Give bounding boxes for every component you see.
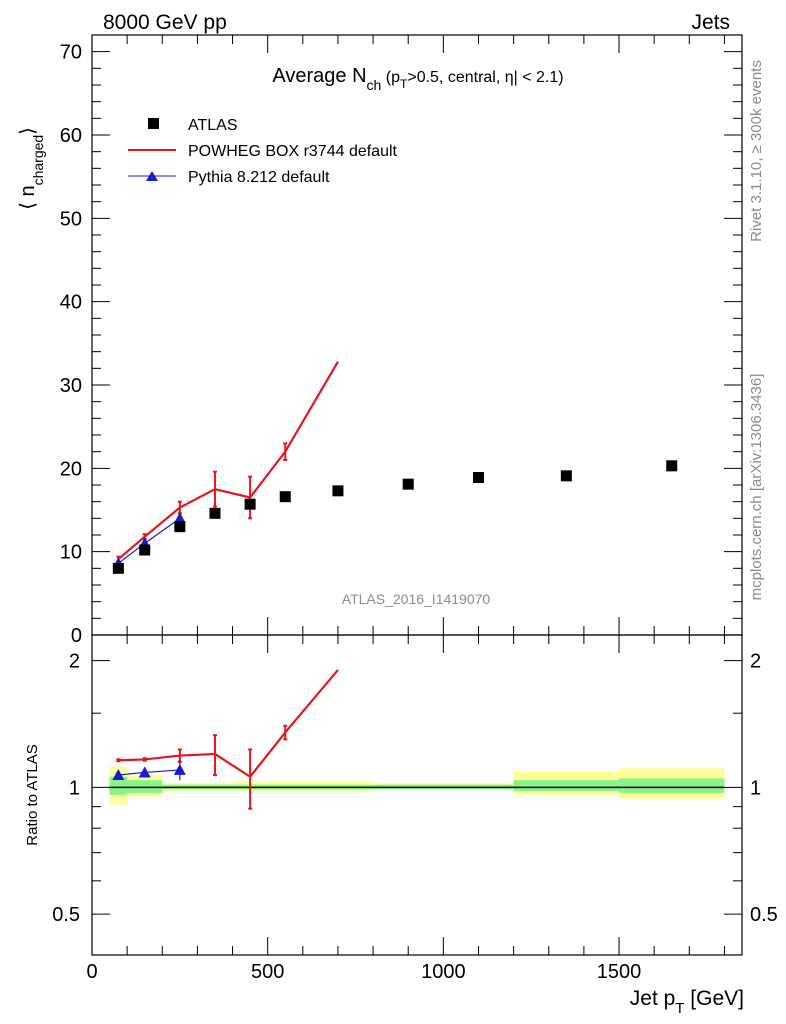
ratio-band-inner bbox=[619, 778, 725, 793]
ratio-y-tick-label-left: 1 bbox=[69, 777, 80, 799]
ratio-band-inner bbox=[109, 776, 128, 795]
main-y-axis-label: ⟨ ncharged⟩ bbox=[17, 127, 46, 210]
ratio-pythia-marker bbox=[138, 766, 151, 778]
powheg-line bbox=[117, 361, 339, 561]
main-y-tick-label: 50 bbox=[60, 208, 82, 230]
mcplots-label: mcplots.cern.ch [arXiv:1306.3436] bbox=[748, 374, 765, 601]
header-right: Jets bbox=[691, 11, 730, 34]
legend-atlas-label: ATLAS bbox=[188, 117, 238, 134]
legend-pythia-label: Pythia 8.212 default bbox=[188, 169, 330, 186]
atlas-data-point bbox=[666, 460, 678, 472]
main-axes: 0 10 20 30 40 50 60 70 bbox=[60, 35, 742, 647]
atlas-data-point bbox=[209, 507, 221, 519]
ratio-y-tick-label-right: 2 bbox=[750, 651, 761, 673]
ratio-powheg-line bbox=[118, 669, 339, 779]
ratio-y-axis-label: Ratio to ATLAS bbox=[24, 744, 41, 845]
atlas-data-point bbox=[332, 485, 344, 497]
main-y-tick-label: 10 bbox=[60, 542, 82, 564]
main-title: Average Nch (pT>0.5, central, η| < 2.1) bbox=[272, 65, 563, 93]
x-tick-label: 500 bbox=[251, 961, 284, 983]
atlas-data-point bbox=[472, 472, 484, 483]
ratio-plot-marks bbox=[112, 669, 339, 810]
legend-pythia-marker bbox=[146, 171, 158, 181]
ratio-axes: 0.5 0.5 1 1 2 2 0 500 1000 1500 bbox=[52, 635, 778, 983]
atlas-data-point bbox=[112, 562, 124, 574]
x-tick-label: 0 bbox=[86, 961, 97, 983]
ratio-plot-frame bbox=[91, 634, 743, 956]
ratio-band-inner bbox=[127, 780, 163, 793]
ratio-pythia-marker bbox=[173, 763, 186, 775]
main-y-tick-label: 70 bbox=[60, 42, 82, 64]
main-y-tick-label: 40 bbox=[60, 292, 82, 314]
atlas-data-point bbox=[402, 478, 414, 490]
main-y-tick-label: 60 bbox=[60, 125, 82, 147]
atlas-data-point bbox=[139, 544, 151, 556]
ratio-y-tick-label-left: 0.5 bbox=[52, 904, 80, 926]
x-tick-label: 1000 bbox=[421, 961, 466, 983]
header-left: 8000 GeV pp bbox=[103, 11, 227, 34]
ratio-pythia-line bbox=[118, 769, 180, 776]
legend-atlas-marker bbox=[148, 118, 159, 129]
ratio-band-inner bbox=[513, 780, 620, 792]
ratio-y-tick-label-left: 2 bbox=[69, 651, 80, 673]
main-y-tick-label: 0 bbox=[71, 625, 82, 647]
ratio-y-tick-label-right: 0.5 bbox=[750, 904, 778, 926]
ratio-uncertainty-bands bbox=[109, 766, 725, 805]
main-y-tick-label: 30 bbox=[60, 375, 82, 397]
atlas-data-point bbox=[244, 498, 256, 510]
x-tick-label: 1500 bbox=[597, 961, 642, 983]
main-plot-marks bbox=[112, 361, 678, 574]
pythia-marker bbox=[173, 512, 186, 524]
analysis-watermark: ATLAS_2016_I1419070 bbox=[342, 591, 491, 607]
legend: ATLAS POWHEG BOX r3744 default Pythia 8.… bbox=[128, 117, 398, 186]
pythia-line bbox=[117, 517, 181, 564]
ratio-pythia-marker bbox=[112, 768, 125, 780]
atlas-data-point bbox=[279, 491, 291, 503]
legend-powheg-label: POWHEG BOX r3744 default bbox=[188, 143, 398, 160]
main-y-tick-label: 20 bbox=[60, 458, 82, 480]
atlas-data-point bbox=[174, 521, 186, 533]
x-axis-label: Jet pT [GeV] bbox=[630, 987, 744, 1017]
rivet-label: Rivet 3.1.10, ≥ 300k events bbox=[748, 60, 765, 242]
atlas-data-point bbox=[560, 470, 572, 482]
ratio-y-tick-label-right: 1 bbox=[750, 777, 761, 799]
